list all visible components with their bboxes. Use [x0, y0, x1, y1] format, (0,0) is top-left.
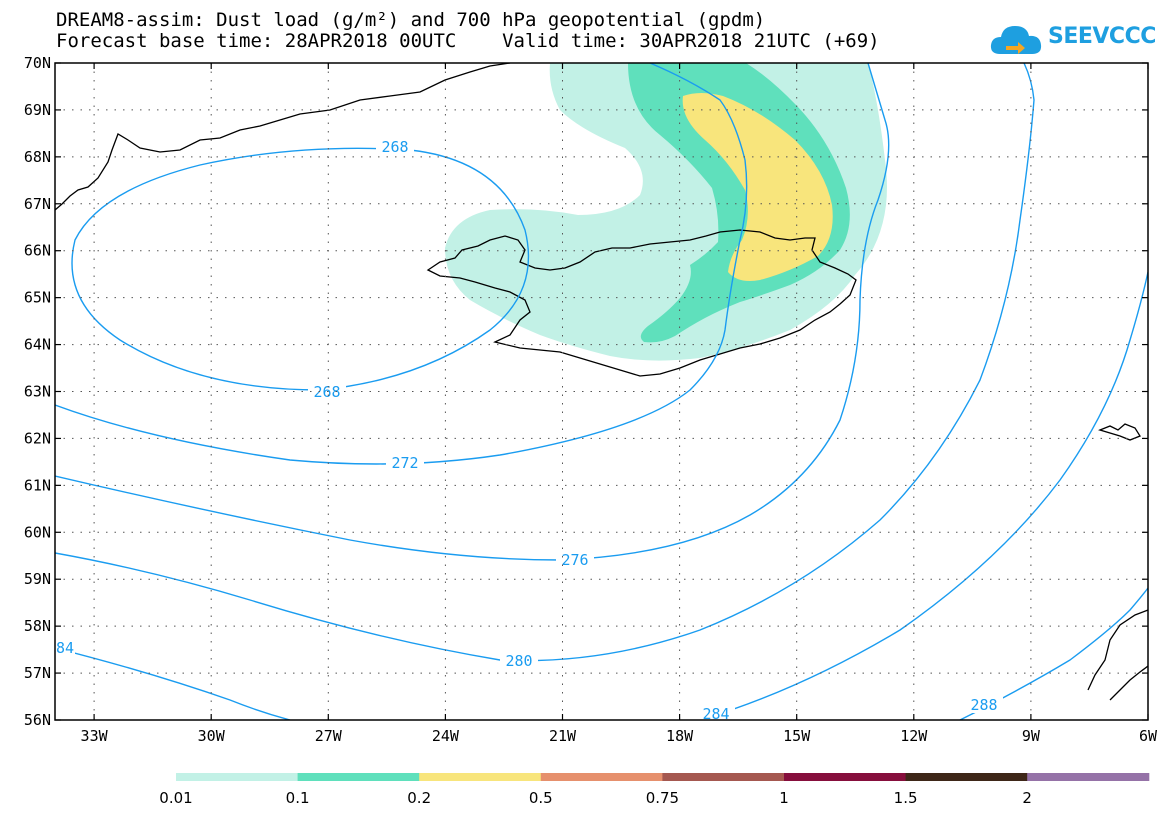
lat-label: 59N: [24, 570, 51, 588]
colorbar-segment: [419, 773, 542, 781]
colorbar-label: 0.1: [285, 789, 310, 807]
lon-label: 24W: [432, 727, 460, 745]
contour-288: [959, 587, 1148, 720]
colorbar-segment: [176, 773, 299, 781]
map-title: DREAM8-assim: Dust load (g/m²) and 700 h…: [56, 9, 766, 31]
contour-272: [55, 63, 748, 465]
contour-280: [55, 63, 1035, 662]
lat-label: 58N: [24, 617, 51, 635]
colorbar-segment: [297, 773, 420, 781]
cloud-logo-icon: [990, 26, 1042, 54]
lat-label: 63N: [24, 383, 51, 401]
colorbar-segment: [540, 773, 663, 781]
lat-label: 62N: [24, 429, 51, 447]
lat-label: 67N: [24, 195, 51, 213]
dust-region-high: [682, 93, 833, 281]
contour-276: [55, 63, 890, 561]
lon-label: 27W: [315, 727, 343, 745]
colorbar-segment: [905, 773, 1028, 781]
latitude-labels: 70N 69N 68N 67N 66N 65N 64N 63N 62N 61N 60N 59N 58N 5…: [24, 54, 51, 729]
lat-label: 68N: [24, 148, 51, 166]
contour-label: 288: [970, 696, 997, 714]
scotland-coast-2: [1109, 665, 1148, 701]
colorbar-segment: [662, 773, 785, 781]
colorbar-label: 0.75: [645, 789, 680, 807]
colorbar-segment: [1027, 773, 1150, 781]
greenland-coast: [55, 63, 511, 211]
lon-label: 9W: [1022, 727, 1041, 745]
seevccc-logo: SEEVCCC: [988, 18, 1158, 62]
contour-label: 268: [381, 138, 408, 156]
contour-268: [71, 147, 530, 391]
colorbar-label: 0.01: [159, 789, 193, 807]
scotland-coast: [1087, 609, 1148, 691]
lon-label: 21W: [549, 727, 577, 745]
map-subtitle: Forecast base time: 28APR2018 00UTC Vali…: [56, 30, 880, 52]
colorbar-label: 0.2: [407, 789, 432, 807]
lat-label: 65N: [24, 289, 51, 307]
contour-label: 272: [391, 454, 418, 472]
lat-label: 70N: [24, 54, 51, 72]
contour-label: 276: [561, 551, 588, 569]
lon-label: 6W: [1139, 727, 1158, 745]
lat-label: 69N: [24, 101, 51, 119]
axis-ticks: [55, 62, 1149, 721]
lat-label: 66N: [24, 242, 51, 260]
lon-label: 12W: [900, 727, 928, 745]
contour-label: 284: [702, 705, 729, 723]
contour-labels: 268 268 272 276 280 284 288 84: [55, 138, 1003, 723]
colorbar: [176, 773, 1150, 781]
longitude-labels: 33W 30W 27W 24W 21W 18W 15W 12W 9W 6W: [81, 727, 1158, 745]
dust-region-medium: [628, 63, 850, 343]
lat-label: 64N: [24, 336, 51, 354]
coastlines: [55, 63, 1148, 701]
contour-lines: [55, 63, 1148, 720]
colorbar-label: 1: [779, 789, 789, 807]
lon-label: 33W: [81, 727, 109, 745]
faroe-coast: [1098, 423, 1141, 441]
lat-label: 61N: [24, 476, 51, 494]
contour-label: 280: [505, 652, 532, 670]
colorbar-label: 2: [1022, 789, 1032, 807]
logo-text: SEEVCCC: [1048, 24, 1156, 49]
colorbar-label: 0.5: [528, 789, 553, 807]
lon-label: 18W: [666, 727, 694, 745]
iceland-coast: [426, 229, 857, 377]
contour-label: 84: [56, 639, 74, 657]
lon-label: 15W: [783, 727, 811, 745]
graticule: [55, 63, 1148, 720]
lat-label: 60N: [24, 523, 51, 541]
lat-label: 57N: [24, 664, 51, 682]
lon-label: 30W: [198, 727, 226, 745]
lat-label: 56N: [24, 711, 51, 729]
colorbar-label: 1.5: [893, 789, 918, 807]
colorbar-segment: [784, 773, 907, 781]
